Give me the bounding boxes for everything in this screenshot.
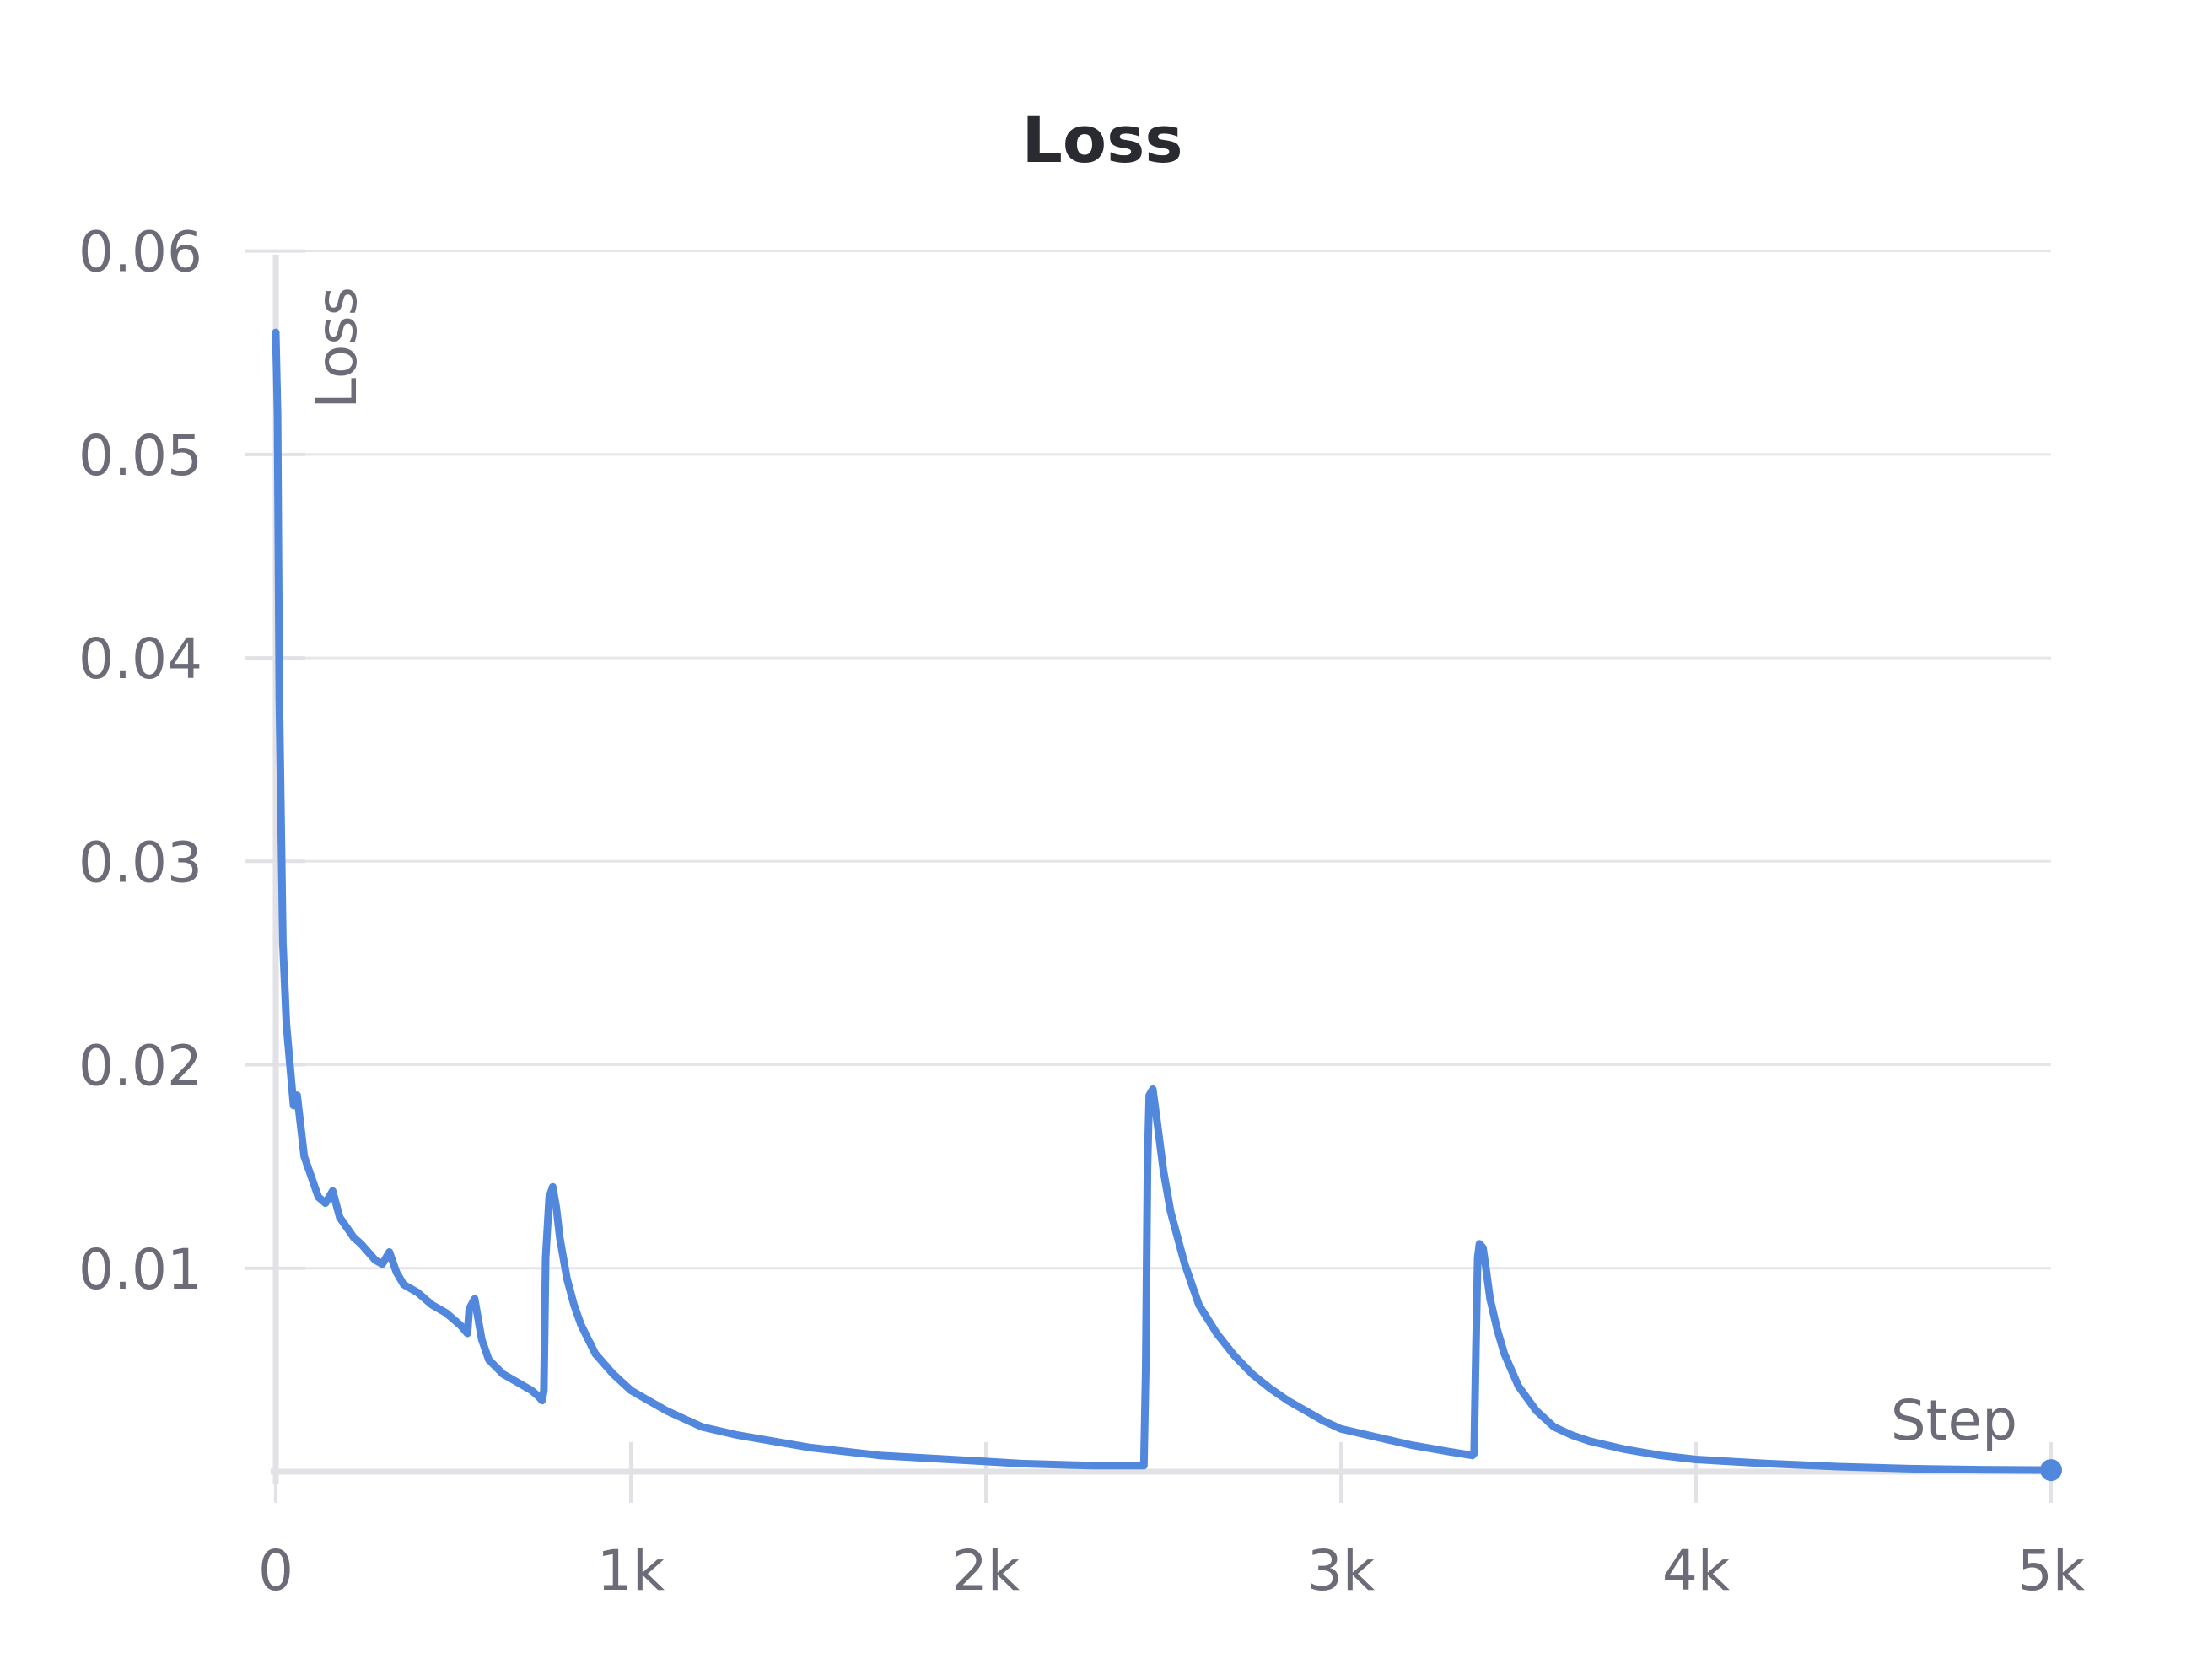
x-tick-label: 3k (1307, 1538, 1376, 1603)
x-tick-label: 4k (1662, 1538, 1731, 1603)
y-tick-label: 0.03 (78, 830, 202, 895)
y-tick-label: 0.01 (78, 1237, 202, 1302)
y-axis-label: Loss (304, 287, 369, 409)
chart-title: Loss (1021, 102, 1182, 177)
x-axis-label: Step (1891, 1388, 2017, 1453)
axes (271, 255, 2051, 1484)
y-tick-label: 0.02 (78, 1034, 202, 1099)
x-axis-ticks: 0 1k 2k 3k 4k 5k (258, 1442, 2086, 1603)
x-tick-label: 2k (952, 1538, 1020, 1603)
y-axis-ticks: 0.01 0.02 0.03 0.04 0.05 0.06 (78, 220, 305, 1302)
series-end-point (2040, 1459, 2062, 1482)
x-tick-label: 1k (597, 1538, 665, 1603)
gridlines (276, 250, 2051, 1270)
y-tick-label: 0.04 (78, 627, 202, 692)
x-tick-label: 0 (258, 1538, 293, 1603)
y-tick-label: 0.05 (78, 423, 202, 488)
x-tick-label: 5k (2017, 1538, 2086, 1603)
series-line (272, 328, 2055, 1474)
y-tick-label: 0.06 (78, 220, 202, 285)
series-layer (272, 328, 2062, 1482)
